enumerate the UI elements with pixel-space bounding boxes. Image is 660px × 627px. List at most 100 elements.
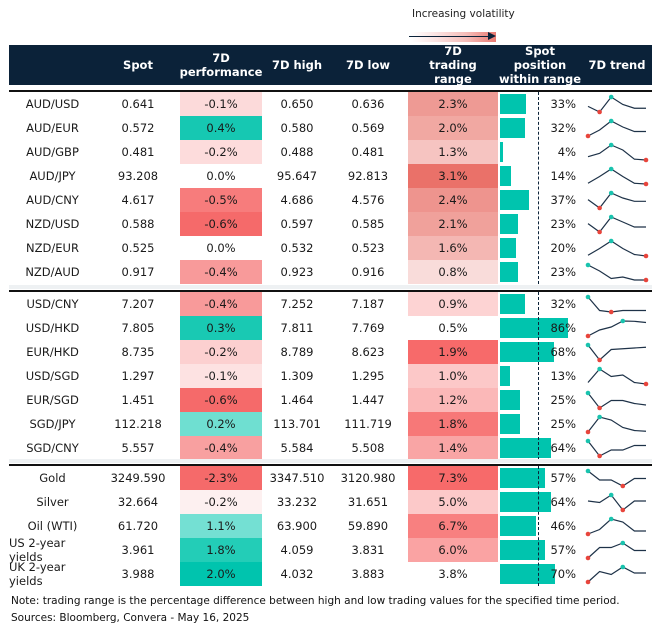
instrument-name: SGD/JPY bbox=[29, 417, 76, 431]
trend-min-point bbox=[585, 429, 591, 435]
high-value: 8.789 bbox=[280, 345, 314, 359]
spot-value: 1.451 bbox=[121, 393, 155, 407]
low-value: 3120.980 bbox=[340, 471, 396, 485]
table-row: NZD/USD 0.588 -0.6% 0.597 0.585 2.1% 23% bbox=[9, 212, 652, 236]
instrument-name: UK 2-year yields bbox=[9, 560, 66, 588]
trading-range-cell: 1.0% bbox=[408, 364, 498, 388]
trend-sparkline bbox=[585, 414, 647, 435]
trading-range-cell: 1.9% bbox=[408, 340, 498, 364]
table-row: NZD/EUR 0.525 0.0% 0.532 0.523 1.6% 20% bbox=[9, 236, 652, 260]
spot-position-cell: 13% bbox=[498, 364, 582, 388]
spot-position-cell: 32% bbox=[498, 292, 582, 316]
low-value: 92.813 bbox=[347, 169, 389, 183]
instrument-name: US 2-year yields bbox=[9, 536, 66, 564]
trend-min-point bbox=[643, 181, 649, 187]
performance-cell: 0.2% bbox=[180, 412, 262, 436]
header-high: 7D high bbox=[271, 58, 323, 72]
position-bar bbox=[500, 118, 526, 138]
high-value: 4.686 bbox=[280, 193, 314, 207]
low-value: 0.523 bbox=[351, 241, 385, 255]
instrument-name: AUD/EUR bbox=[26, 121, 79, 135]
position-percent: 14% bbox=[550, 169, 576, 183]
trend-max-point bbox=[585, 294, 591, 300]
position-bar bbox=[500, 342, 554, 362]
performance-cell: -0.2% bbox=[180, 490, 262, 514]
trend-sparkline bbox=[587, 238, 649, 259]
position-percent: 23% bbox=[550, 217, 576, 231]
trend-max-point bbox=[608, 238, 614, 244]
spot-position-cell: 33% bbox=[498, 92, 582, 116]
table-row: USD/SGD 1.297 -0.1% 1.309 1.295 1.0% 13% bbox=[9, 364, 652, 388]
low-value: 4.576 bbox=[351, 193, 385, 207]
instrument-name: Gold bbox=[39, 471, 66, 485]
trend-sparkline bbox=[585, 564, 646, 585]
trend-max-point bbox=[608, 516, 614, 522]
trend-cell bbox=[582, 188, 652, 212]
trend-line bbox=[587, 168, 647, 185]
trend-cell bbox=[582, 340, 652, 364]
trend-max-point bbox=[585, 468, 591, 474]
instrument-name: EUR/HKD bbox=[26, 345, 79, 359]
volatility-gradient bbox=[411, 32, 496, 42]
spot-position-cell: 86% bbox=[498, 316, 582, 340]
spot-value: 7.805 bbox=[121, 321, 155, 335]
trend-line bbox=[587, 96, 646, 113]
position-percent: 70% bbox=[550, 567, 576, 581]
spot-position-cell: 4% bbox=[498, 140, 582, 164]
spot-position-cell: 23% bbox=[498, 260, 582, 284]
spot-position-cell: 46% bbox=[498, 514, 582, 538]
trend-cell bbox=[582, 514, 652, 538]
trend-sparkline bbox=[587, 214, 646, 235]
trend-cell bbox=[582, 562, 652, 586]
position-percent: 25% bbox=[550, 393, 576, 407]
high-value: 4.032 bbox=[280, 567, 314, 581]
position-bar bbox=[500, 238, 516, 258]
table-row: SGD/JPY 112.218 0.2% 113.701 111.719 1.8% 25% bbox=[9, 412, 652, 436]
spot-value: 7.207 bbox=[121, 297, 155, 311]
trading-range-cell: 2.1% bbox=[408, 212, 498, 236]
performance-cell: 0.3% bbox=[180, 316, 262, 340]
trend-max-point bbox=[585, 438, 591, 444]
trend-cell bbox=[582, 316, 652, 340]
instrument-name: USD/CNY bbox=[26, 297, 79, 311]
position-bar bbox=[500, 318, 568, 338]
trend-sparkline bbox=[585, 342, 647, 363]
trend-min-point bbox=[643, 277, 649, 283]
low-value: 0.481 bbox=[351, 145, 385, 159]
header-performance: 7D performance bbox=[179, 51, 263, 79]
instrument-name: AUD/USD bbox=[25, 97, 80, 111]
trend-line bbox=[587, 216, 646, 233]
instrument-name: NZD/EUR bbox=[26, 241, 79, 255]
low-value: 0.585 bbox=[351, 217, 385, 231]
position-bar bbox=[500, 214, 519, 234]
trend-max-point bbox=[620, 540, 626, 546]
performance-cell: -0.4% bbox=[180, 260, 262, 284]
spot-position-cell: 25% bbox=[498, 388, 582, 412]
row-group: USD/CNY 7.207 -0.4% 7.252 7.187 0.9% 32% USD/HK… bbox=[9, 290, 652, 460]
trend-cell bbox=[582, 140, 652, 164]
trend-sparkline bbox=[585, 438, 646, 459]
position-bar bbox=[500, 262, 519, 282]
table-header: Spot 7D performance 7D high 7D low 7D tr… bbox=[9, 44, 652, 86]
performance-cell: -0.2% bbox=[180, 340, 262, 364]
trend-max-point bbox=[608, 94, 614, 100]
performance-cell: -2.3% bbox=[180, 466, 262, 490]
low-value: 31.651 bbox=[347, 495, 389, 509]
position-percent: 32% bbox=[550, 121, 576, 135]
trend-max-point bbox=[585, 262, 591, 268]
trend-sparkline bbox=[587, 190, 646, 211]
trend-max-point bbox=[620, 318, 626, 324]
trend-cell bbox=[582, 164, 652, 188]
trend-cell bbox=[582, 236, 652, 260]
spot-value: 61.720 bbox=[117, 519, 159, 533]
trend-line bbox=[587, 566, 646, 583]
instrument-name: AUD/GBP bbox=[26, 145, 79, 159]
position-bar bbox=[500, 540, 546, 560]
position-bar bbox=[500, 414, 520, 434]
trend-line bbox=[587, 320, 647, 337]
performance-cell: 1.1% bbox=[180, 514, 262, 538]
high-value: 4.059 bbox=[280, 543, 314, 557]
performance-cell: -0.1% bbox=[180, 92, 262, 116]
position-bar bbox=[500, 468, 546, 488]
high-value: 1.464 bbox=[280, 393, 314, 407]
